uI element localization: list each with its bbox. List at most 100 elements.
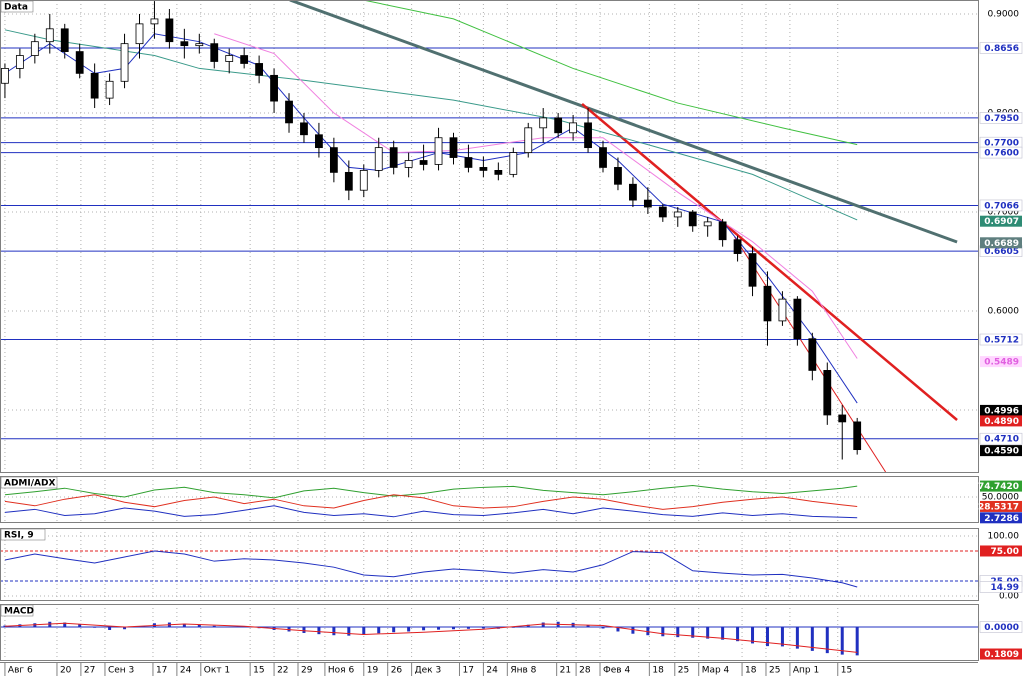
histogram-bar xyxy=(736,626,740,642)
candle-body xyxy=(524,127,533,153)
histogram-bar xyxy=(810,626,814,651)
candle-body xyxy=(120,43,129,82)
histogram-bar xyxy=(765,626,769,647)
price-label-box xyxy=(980,648,1022,660)
histogram-bar xyxy=(197,624,201,627)
histogram-bar xyxy=(825,626,829,654)
price-label: 2.7286 xyxy=(984,514,1019,524)
price-label: 74.7420 xyxy=(978,482,1019,492)
panel: 0.90000.80000.70000.60000.50000.86560.79… xyxy=(0,0,1023,473)
price-label: 0.5712 xyxy=(984,336,1019,346)
panel-frame xyxy=(0,604,979,661)
candle-body xyxy=(763,285,772,322)
price-label: 0.7066 xyxy=(984,201,1019,211)
histogram-bar xyxy=(616,626,620,632)
histogram-bar xyxy=(347,626,351,636)
plot-area xyxy=(0,528,978,600)
price-label: 0.8656 xyxy=(984,44,1019,54)
indicator-line xyxy=(4,485,858,499)
price-label: 0.7700 xyxy=(984,139,1019,149)
price-label-box xyxy=(980,215,1022,227)
candle-body xyxy=(658,206,667,218)
candle-body xyxy=(464,157,473,168)
trend-line xyxy=(289,0,958,244)
panel-frame xyxy=(0,0,979,473)
candle-body xyxy=(195,43,204,47)
candle-body xyxy=(255,63,264,76)
price-label: 0.4710 xyxy=(984,435,1019,445)
x-tick-label: 17 xyxy=(156,666,167,676)
plot-area xyxy=(0,476,978,522)
candle-body xyxy=(15,55,24,69)
candle-body xyxy=(165,18,174,43)
histogram-bar xyxy=(317,626,321,635)
indicator-line xyxy=(4,505,858,519)
candle-body xyxy=(569,122,578,134)
candle-body xyxy=(823,370,832,416)
histogram-bar xyxy=(93,626,97,628)
x-tick-label: 15 xyxy=(841,666,852,676)
moving-average xyxy=(4,29,858,221)
candle-body xyxy=(733,239,742,254)
panel-title-box xyxy=(0,0,34,13)
price-label-box xyxy=(979,333,1023,346)
y-tick-label: 0.9000 xyxy=(988,9,1020,19)
histogram-bar xyxy=(721,626,725,640)
price-label: 0.6907 xyxy=(984,217,1019,227)
candle-body xyxy=(853,421,862,451)
price-label: 0.4996 xyxy=(984,406,1019,416)
x-tick-label: 26 xyxy=(391,666,403,676)
candle-body xyxy=(135,23,144,45)
histogram-bar xyxy=(332,626,336,636)
histogram-bar xyxy=(78,624,82,627)
x-tick-label: Мар 4 xyxy=(702,666,730,676)
candle-body xyxy=(105,80,114,99)
indicator-line xyxy=(4,494,858,510)
histogram-bar xyxy=(795,626,799,649)
histogram-bar xyxy=(631,626,635,634)
x-tick-label: Янв 8 xyxy=(510,666,536,676)
histogram-bar xyxy=(691,626,695,638)
candle-body xyxy=(1,68,9,84)
price-label-box xyxy=(980,445,1022,457)
candle-body xyxy=(60,28,69,52)
x-tick-label: 25 xyxy=(678,666,689,676)
x-tick-label: Фев 4 xyxy=(603,666,630,676)
candle-body xyxy=(404,160,413,168)
histogram-bar xyxy=(541,622,545,627)
histogram-bar xyxy=(212,625,216,627)
price-label: 75.00 xyxy=(991,547,1019,557)
histogram-bar xyxy=(481,626,485,629)
candle-body xyxy=(30,41,39,56)
x-tick-label: 25 xyxy=(769,666,780,676)
x-tick-label: Апр 1 xyxy=(793,666,819,676)
price-label: 0.6689 xyxy=(984,239,1019,249)
candle-body xyxy=(793,298,802,340)
candle-body xyxy=(90,72,99,99)
histogram-bar xyxy=(123,626,127,630)
histogram-bar xyxy=(751,626,755,644)
panel-title: ADMI/ADX xyxy=(4,479,55,489)
x-tick-label: 18 xyxy=(745,666,757,676)
candle-body xyxy=(599,147,607,168)
price-label: 0.4890 xyxy=(984,417,1019,427)
candle-body xyxy=(778,298,787,322)
histogram-bar xyxy=(646,626,650,636)
price-label-box xyxy=(979,621,1023,633)
candle-body xyxy=(180,41,189,47)
x-tick-label: Окт 1 xyxy=(204,666,230,676)
candle-body xyxy=(449,137,458,158)
candle-body xyxy=(718,221,727,241)
candle-body xyxy=(75,51,84,74)
price-label-box xyxy=(980,512,1022,524)
x-tick-label: Авг 6 xyxy=(8,666,33,676)
candle-body xyxy=(703,221,712,227)
price-label-box xyxy=(979,146,1023,159)
histogram-bar xyxy=(377,626,381,634)
price-label: 0.6605 xyxy=(984,247,1019,257)
